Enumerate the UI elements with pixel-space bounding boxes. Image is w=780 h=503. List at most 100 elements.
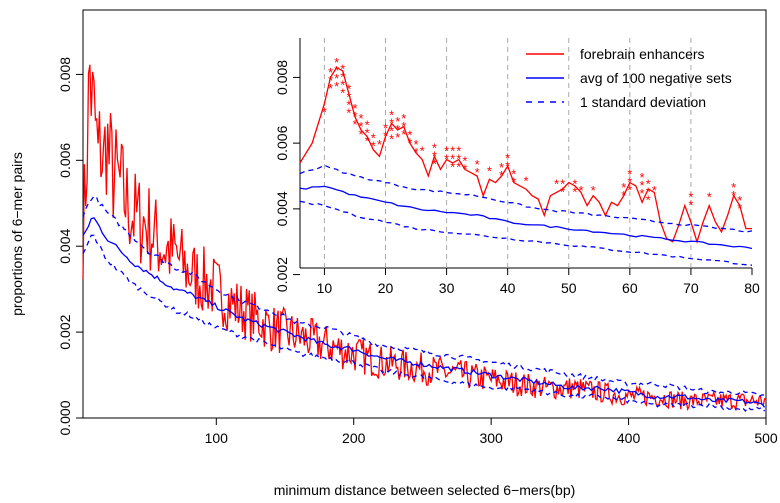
x-tick-label: 100 — [205, 430, 229, 446]
significance-star: * — [621, 188, 626, 203]
significance-star: * — [371, 131, 376, 146]
series-line-std-dev — [82, 195, 765, 398]
legend-label: 1 standard deviation — [580, 94, 706, 110]
significance-star: * — [707, 190, 712, 205]
x-tick-label: 20 — [378, 280, 394, 296]
significance-star: * — [737, 201, 742, 216]
significance-star: * — [365, 133, 370, 148]
significance-star: * — [627, 183, 632, 198]
significance-star: * — [401, 119, 406, 134]
significance-star: * — [383, 121, 388, 136]
y-tick-label: 0.004 — [274, 191, 290, 226]
significance-star: * — [499, 160, 504, 175]
legend-label: forebrain enhancers — [580, 46, 705, 62]
significance-star: * — [401, 127, 406, 142]
x-tick-label: 30 — [439, 280, 455, 296]
significance-star: * — [640, 186, 645, 201]
significance-star: * — [414, 145, 419, 160]
significance-star: * — [346, 97, 351, 112]
significance-star: * — [334, 71, 339, 86]
significance-star: * — [621, 180, 626, 195]
significance-star: * — [334, 79, 339, 94]
significance-star: * — [395, 130, 400, 145]
significance-star: * — [389, 116, 394, 131]
significance-star: * — [444, 144, 449, 159]
significance-star: * — [334, 55, 339, 70]
legend: forebrain enhancers avg of 100 negative s… — [526, 46, 732, 110]
plot-frame — [82, 9, 767, 419]
y-axis-title: proportions of 6−mer pairs — [9, 152, 25, 316]
legend-label: avg of 100 negative sets — [580, 70, 732, 86]
significance-star: * — [340, 78, 345, 93]
significance-star: * — [560, 185, 565, 200]
y-tick-label: 0.004 — [57, 228, 73, 263]
significance-star: * — [359, 119, 364, 134]
significance-star: * — [359, 127, 364, 142]
significance-star: * — [578, 183, 583, 198]
x-tick-label: 300 — [479, 430, 503, 446]
significance-star: * — [511, 167, 516, 182]
significance-star: * — [572, 185, 577, 200]
x-axis-title: minimum distance between selected 6−mers… — [274, 482, 576, 498]
significance-star: * — [328, 81, 333, 96]
significance-star: * — [640, 170, 645, 185]
significance-star: * — [334, 63, 339, 78]
significance-star: * — [389, 124, 394, 139]
significance-star: * — [731, 188, 736, 203]
significance-star: * — [646, 185, 651, 200]
significance-star: * — [554, 177, 559, 192]
significance-star: * — [340, 62, 345, 77]
x-tick-label: 500 — [754, 430, 778, 446]
y-tick-label: 0.008 — [274, 60, 290, 95]
significance-star: * — [352, 109, 357, 124]
y-tick-label: 0.006 — [57, 143, 73, 178]
significance-star: * — [505, 150, 510, 165]
significance-star: * — [572, 177, 577, 192]
significance-star: * — [340, 70, 345, 85]
significance-star: * — [456, 160, 461, 175]
significance-star: * — [346, 105, 351, 120]
y-tick-label: 0.002 — [274, 257, 290, 292]
significance-star: * — [389, 132, 394, 147]
significance-star: * — [407, 135, 412, 150]
y-tick-label: 0.006 — [274, 125, 290, 160]
significance-star: * — [340, 86, 345, 101]
significance-star: * — [322, 104, 327, 119]
series-line-std-dev — [299, 164, 753, 233]
significance-star: * — [499, 168, 504, 183]
series-line-forebrain — [82, 64, 767, 412]
significance-star: * — [652, 183, 657, 198]
significance-star: * — [365, 117, 370, 132]
significance-star: * — [371, 139, 376, 154]
significance-star: * — [688, 190, 693, 205]
significance-star: * — [365, 125, 370, 140]
x-tick-label: 60 — [622, 280, 638, 296]
series-line-std-dev — [82, 234, 766, 413]
significance-star: * — [688, 198, 693, 213]
main-plot: 100 200 300 400 500 0.000 0.002 0.004 0.006 0.008… — [9, 9, 778, 498]
significance-star: * — [646, 193, 651, 208]
significance-star: * — [346, 89, 351, 104]
significance-star: * — [627, 167, 632, 182]
series-line-std-dev — [299, 200, 753, 266]
significance-star: * — [401, 111, 406, 126]
significance-star: * — [395, 114, 400, 129]
significance-star: * — [646, 177, 651, 192]
significance-star: * — [346, 81, 351, 96]
significance-star: * — [395, 122, 400, 137]
x-tick-label: 40 — [500, 280, 516, 296]
significance-star: * — [560, 177, 565, 192]
significance-star: * — [731, 180, 736, 195]
inset-plot: 10 20 30 40 50 60 70 800.0020.0040.0060.008****… — [274, 38, 760, 296]
significance-star: * — [352, 101, 357, 116]
significance-star: * — [640, 178, 645, 193]
significance-star: * — [328, 65, 333, 80]
significance-star: * — [511, 175, 516, 190]
significance-star: * — [444, 152, 449, 167]
significance-star: * — [475, 157, 480, 172]
significance-star: * — [462, 154, 467, 169]
x-tick-label: 200 — [342, 430, 366, 446]
significance-star: * — [505, 158, 510, 173]
significance-star: * — [383, 129, 388, 144]
